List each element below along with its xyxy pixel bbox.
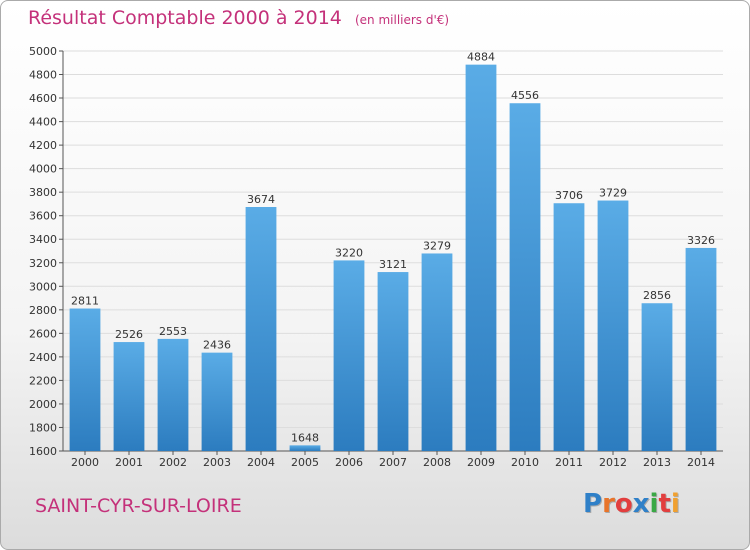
value-label: 3729 — [599, 187, 627, 200]
bar-2012 — [597, 200, 629, 451]
bar-2006 — [333, 260, 365, 451]
bar-2005 — [289, 445, 321, 451]
x-tick-label: 2005 — [291, 456, 319, 469]
y-tick-label: 2400 — [29, 351, 57, 364]
bar-2003 — [201, 352, 233, 451]
bar-2007 — [377, 272, 409, 451]
bar-2014 — [685, 247, 717, 451]
y-tick-label: 2000 — [29, 398, 57, 411]
x-tick-label: 2009 — [467, 456, 495, 469]
value-label: 2856 — [643, 289, 671, 302]
city-name: SAINT-CYR-SUR-LOIRE — [35, 495, 242, 517]
brand-letter: r — [602, 489, 615, 519]
y-tick-label: 4600 — [29, 92, 57, 105]
bar-2011 — [553, 203, 585, 451]
title-row: Résultat Comptable 2000 à 2014 (en milli… — [28, 7, 449, 29]
bar-2010 — [509, 103, 541, 451]
brand-letter: i — [670, 489, 680, 519]
brand-letter: t — [658, 489, 671, 519]
brand-letter: x — [632, 489, 650, 519]
x-tick-label: 2007 — [379, 456, 407, 469]
value-label: 4884 — [467, 51, 495, 64]
x-tick-label: 2012 — [599, 456, 627, 469]
y-tick-label: 3800 — [29, 186, 57, 199]
value-label: 2553 — [159, 325, 187, 338]
y-tick-label: 4400 — [29, 116, 57, 129]
y-tick-label: 5000 — [29, 45, 57, 58]
brand-letter: o — [614, 489, 633, 519]
value-label: 1648 — [291, 431, 319, 444]
y-tick-label: 2600 — [29, 327, 57, 340]
bar-2004 — [245, 207, 277, 451]
value-label: 2436 — [203, 339, 231, 352]
bar-2008 — [421, 253, 453, 451]
value-label: 3279 — [423, 239, 451, 252]
value-label: 3326 — [687, 234, 715, 247]
y-tick-label: 4200 — [29, 139, 57, 152]
x-tick-label: 2002 — [159, 456, 187, 469]
x-tick-label: 2014 — [687, 456, 715, 469]
y-tick-label: 3600 — [29, 210, 57, 223]
x-tick-label: 2004 — [247, 456, 275, 469]
value-label: 4556 — [511, 89, 539, 102]
y-tick-label: 4800 — [29, 69, 57, 82]
chart-unit: (en milliers d'€) — [354, 13, 450, 27]
brand-logo: Proxiti — [583, 489, 680, 519]
bar-2009 — [465, 64, 497, 451]
y-tick-label: 3200 — [29, 257, 57, 270]
value-label: 2811 — [71, 295, 99, 308]
x-tick-label: 2011 — [555, 456, 583, 469]
bar-2013 — [641, 303, 673, 451]
x-tick-label: 2013 — [643, 456, 671, 469]
y-tick-label: 4000 — [29, 163, 57, 176]
value-label: 3706 — [555, 189, 583, 202]
bars — [69, 64, 717, 451]
bar-2001 — [113, 342, 145, 451]
x-tick-label: 2003 — [203, 456, 231, 469]
y-tick-label: 3400 — [29, 233, 57, 246]
x-tick-label: 2010 — [511, 456, 539, 469]
value-label: 2526 — [115, 328, 143, 341]
labels: 1600 1800 2000 2200 2400 2600 2800 3000 3200 3400… — [29, 45, 715, 469]
x-tick-label: 2008 — [423, 456, 451, 469]
value-label: 3121 — [379, 258, 407, 271]
y-tick-label: 1600 — [29, 445, 57, 458]
y-tick-label: 2800 — [29, 304, 57, 317]
brand-letter: P — [583, 489, 603, 519]
chart-title: Résultat Comptable 2000 à 2014 — [28, 7, 342, 29]
value-label: 3220 — [335, 246, 363, 259]
x-tick-label: 2000 — [71, 456, 99, 469]
y-tick-label: 2200 — [29, 374, 57, 387]
value-label: 3674 — [247, 193, 275, 206]
x-tick-label: 2001 — [115, 456, 143, 469]
bar-2000 — [69, 308, 101, 451]
bar-2002 — [157, 338, 189, 451]
x-tick-label: 2006 — [335, 456, 363, 469]
brand-letter: i — [649, 489, 659, 519]
y-tick-label: 1800 — [29, 421, 57, 434]
y-tick-label: 3000 — [29, 280, 57, 293]
